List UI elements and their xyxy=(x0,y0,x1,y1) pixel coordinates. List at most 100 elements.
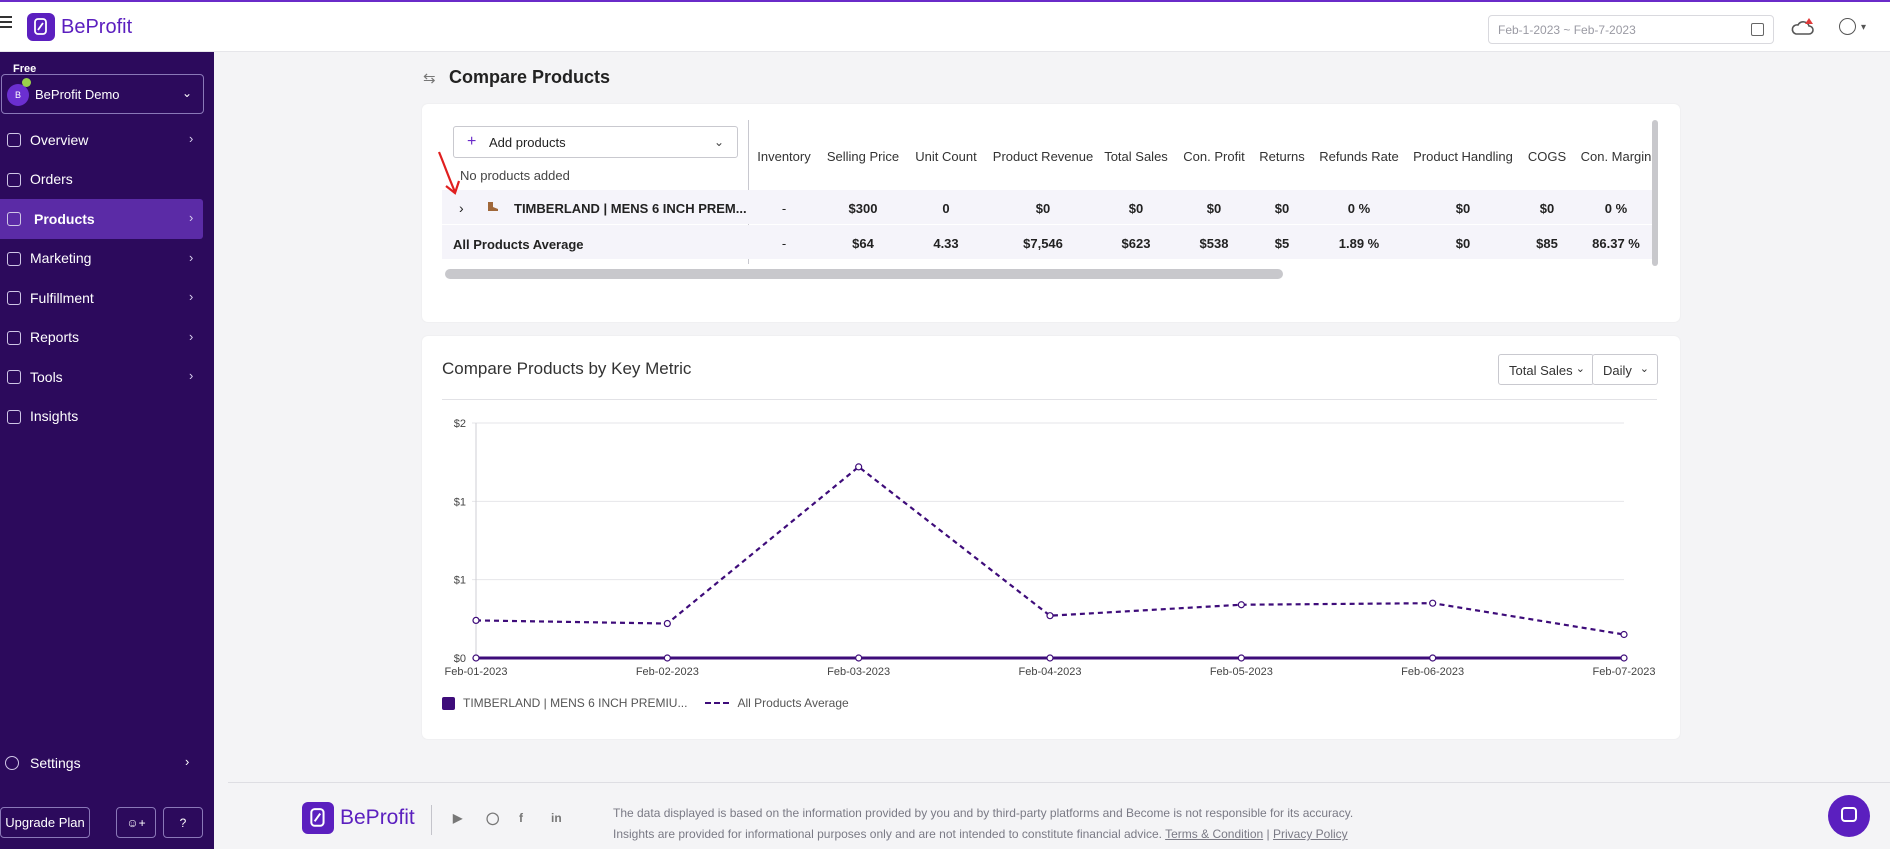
period-select[interactable]: Daily ⌄ xyxy=(1592,354,1658,385)
y-tick-label: $2 xyxy=(454,418,466,430)
chevron-down-icon: ⌄ xyxy=(1639,363,1649,375)
table-row xyxy=(442,225,1657,259)
sidebar-item-label: Overview xyxy=(30,131,89,148)
user-account-menu[interactable]: ▾ xyxy=(1839,17,1866,39)
x-tick-label: Feb-03-2023 xyxy=(827,666,890,678)
table-cell: $0 xyxy=(1539,201,1555,216)
product-thumbnail-icon xyxy=(488,202,498,211)
footer-logo[interactable]: BeProfit xyxy=(302,802,415,834)
table-cell: $0 xyxy=(1455,236,1471,251)
column-header[interactable]: Unit Count xyxy=(915,149,977,164)
add-products-dropdown[interactable]: + Add products ⌄ xyxy=(453,126,738,158)
megaphone-icon xyxy=(7,251,21,266)
table-cell: $7,546 xyxy=(1023,236,1063,251)
sidebar-nav: Overview › Orders Products › Marketing ›… xyxy=(0,120,214,436)
terms-link[interactable]: Terms & Condition xyxy=(1165,827,1264,841)
sidebar-item-tools[interactable]: Tools › xyxy=(0,357,214,397)
data-point xyxy=(1620,630,1628,639)
youtube-icon[interactable]: ▶ xyxy=(453,811,463,825)
series-line-1 xyxy=(475,465,1625,636)
divider xyxy=(431,805,432,835)
chevron-down-icon: ⌄ xyxy=(1575,363,1585,375)
x-tick-label: Feb-04-2023 xyxy=(1019,666,1082,678)
key-metric-chart-card: Compare Products by Key Metric Total Sal… xyxy=(422,336,1680,739)
chevron-down-icon: ⌄ xyxy=(181,86,192,100)
column-header[interactable]: Total Sales xyxy=(1104,149,1168,164)
table-cell: $64 xyxy=(852,236,874,251)
upgrade-plan-button[interactable]: Upgrade Plan xyxy=(0,807,90,838)
sidebar-item-orders[interactable]: Orders xyxy=(0,160,214,200)
sidebar-item-reports[interactable]: Reports › xyxy=(0,318,214,358)
legend-swatch xyxy=(442,696,455,710)
instagram-icon[interactable]: ◯ xyxy=(486,811,500,825)
table-cell: $0 xyxy=(1128,201,1144,216)
add-user-button[interactable]: ☺+ xyxy=(116,807,156,838)
help-button[interactable]: ? xyxy=(163,807,203,838)
date-range-picker[interactable]: Feb-1-2023 ~ Feb-7-2023 xyxy=(1488,15,1774,44)
compare-icon: ⇆ xyxy=(423,70,436,87)
sidebar-item-label: Insights xyxy=(30,408,79,425)
facebook-icon[interactable]: f xyxy=(519,811,523,825)
chat-button[interactable] xyxy=(1828,795,1870,837)
table-cell: - xyxy=(781,236,787,251)
store-avatar: B xyxy=(7,84,29,106)
column-header[interactable]: Product Revenue xyxy=(992,149,1094,164)
truck-icon xyxy=(7,291,21,305)
annotation-arrow-icon xyxy=(437,151,461,195)
plus-icon: + xyxy=(467,133,477,150)
sidebar-item-fulfillment[interactable]: Fulfillment › xyxy=(0,278,214,318)
sidebar-item-label: Reports xyxy=(30,329,80,346)
x-tick-label: Feb-02-2023 xyxy=(636,666,699,678)
logo-icon xyxy=(302,802,334,834)
data-point xyxy=(1429,599,1437,607)
sidebar-item-products[interactable]: Products › xyxy=(0,199,203,239)
top-bar: BeProfit Feb-1-2023 ~ Feb-7-2023 ▾ xyxy=(0,0,1890,52)
sidebar-item-label: Settings xyxy=(30,755,81,771)
add-products-label: Add products xyxy=(489,135,566,150)
table-cell: 86.37 % xyxy=(1592,236,1640,251)
metric-select[interactable]: Total Sales ⌄ xyxy=(1498,354,1594,385)
sidebar-item-settings[interactable]: Settings › xyxy=(0,745,214,781)
data-point xyxy=(1046,654,1054,662)
legend-item[interactable]: TIMBERLAND | MENS 6 INCH PREMIU... xyxy=(463,696,688,710)
chevron-right-icon: › xyxy=(189,328,194,344)
column-header[interactable]: Product Handling xyxy=(1413,149,1513,164)
data-point xyxy=(1620,654,1628,662)
linkedin-icon[interactable]: in xyxy=(551,811,562,825)
average-row-label: All Products Average xyxy=(453,237,584,252)
column-header[interactable]: Inventory xyxy=(757,149,811,164)
table-row[interactable] xyxy=(442,190,1657,224)
table-cell: $300 xyxy=(848,201,878,216)
column-header[interactable]: Returns xyxy=(1259,149,1305,164)
compare-table-card: + Add products ⌄ No products added Inven… xyxy=(422,104,1680,322)
chevron-right-icon: › xyxy=(185,754,190,769)
legend-item[interactable]: All Products Average xyxy=(737,696,849,710)
column-header[interactable]: Selling Price xyxy=(826,149,900,164)
sidebar-item-label: Fulfillment xyxy=(30,289,94,306)
privacy-link[interactable]: Privacy Policy xyxy=(1272,827,1348,841)
horizontal-scrollbar[interactable] xyxy=(445,269,1283,279)
table-cell: - xyxy=(781,201,787,216)
column-header[interactable]: Con. Profit xyxy=(1183,149,1245,164)
x-tick-label: Feb-07-2023 xyxy=(1593,666,1656,678)
chevron-right-icon: › xyxy=(189,131,194,146)
vertical-scrollbar[interactable] xyxy=(1652,120,1658,266)
brand-logo[interactable]: BeProfit xyxy=(27,13,132,41)
expand-row-icon[interactable]: › xyxy=(459,200,464,216)
column-header[interactable]: Refunds Rate xyxy=(1319,149,1399,164)
data-point xyxy=(663,654,671,662)
period-select-value: Daily xyxy=(1603,363,1632,378)
hamburger-menu-icon[interactable] xyxy=(0,16,12,30)
disclaimer-line: The data displayed is based on the infor… xyxy=(613,806,1354,820)
y-tick-label: $1 xyxy=(454,496,466,508)
divider xyxy=(442,399,1657,400)
store-selector[interactable]: B BeProfit Demo ⌄ xyxy=(1,74,204,114)
column-header[interactable]: COGS xyxy=(1527,149,1567,164)
sidebar-item-marketing[interactable]: Marketing › xyxy=(0,239,214,279)
cloud-sync-icon[interactable] xyxy=(1790,17,1814,39)
footer-disclaimer: The data displayed is based on the infor… xyxy=(613,803,1353,845)
table-cell: $0 xyxy=(1035,201,1051,216)
column-header[interactable]: Con. Margin xyxy=(1580,149,1652,164)
sidebar-item-overview[interactable]: Overview › xyxy=(0,120,214,160)
sidebar-item-insights[interactable]: Insights xyxy=(0,397,214,437)
